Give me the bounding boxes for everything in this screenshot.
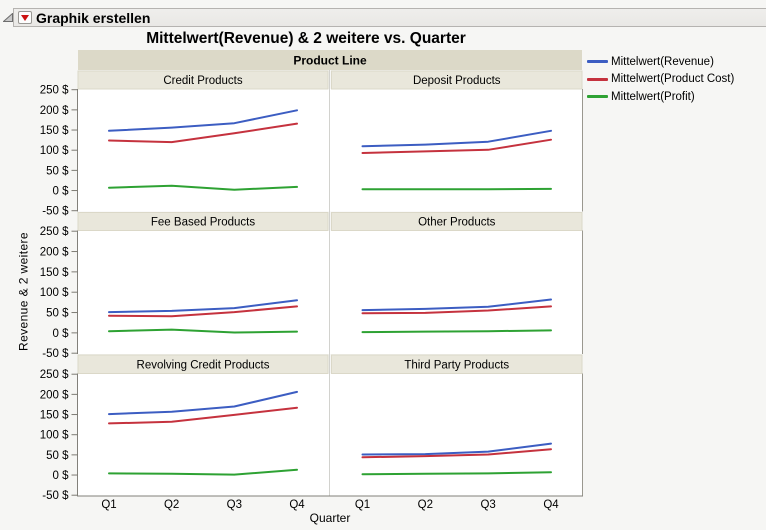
y-tick-label: 250 $ [40,85,69,97]
x-tick-label: Q3 [480,499,495,511]
y-tick-label: 0 $ [53,186,70,198]
y-tick-label: 250 $ [40,226,69,238]
series-line-profit [361,471,552,476]
y-tick-label: 50 $ [46,450,69,462]
series-line-product-cost [108,406,298,425]
panel-header-label: Deposit Products [413,75,501,87]
series-line-profit [361,329,552,334]
y-tick-label: -50 $ [42,490,69,502]
legend-item: Mittelwert(Revenue) [587,53,734,71]
x-tick-label: Q1 [355,499,370,511]
y-tick-label: 250 $ [40,369,69,381]
series-line-product-cost [108,305,298,318]
y-tick-label: -50 $ [42,348,69,360]
series-line-revenue [108,390,298,416]
panel-header-label: Fee Based Products [151,217,255,229]
series-line-profit [108,184,298,191]
panel-header-label: Revolving Credit Products [137,359,270,371]
x-tick-label: Q4 [289,499,305,511]
series-line-profit [108,468,298,476]
x-tick-label: Q2 [164,499,179,511]
panel-strip [77,70,329,90]
group-strip [78,50,582,70]
series-line-product-cost [361,138,552,154]
series-line-product-cost [361,448,552,459]
legend-swatch-revenue [587,60,608,64]
legend-item: Mittelwert(Profit) [587,88,734,106]
series-line-revenue [361,442,552,456]
outline-disclosure-icon[interactable] [3,13,13,22]
panel-strip [77,212,329,231]
panel-header-label: Third Party Products [404,359,509,371]
legend-swatch-profit [587,95,608,99]
legend-swatch-product-cost [587,77,608,81]
y-tick-label: 50 $ [46,308,69,320]
y-tick-label: 0 $ [53,328,70,340]
x-tick-label: Q1 [101,499,116,511]
y-tick-label: 200 $ [40,247,69,259]
series-line-profit [108,328,298,334]
series-line-revenue [361,298,552,312]
panel-header-label: Credit Products [163,75,243,87]
series-line-revenue [361,129,552,148]
outline-title-bar[interactable]: Graphik erstellen [13,8,766,27]
chart-title: Mittelwert(Revenue) & 2 weitere vs. Quar… [146,29,466,47]
y-tick-label: 100 $ [40,145,69,157]
series-line-product-cost [361,305,552,315]
x-axis-title: Quarter [309,511,351,525]
legend: Mittelwert(Revenue) Mittelwert(Product C… [587,53,734,106]
legend-label: Mittelwert(Revenue) [611,55,714,68]
outline-title: Graphik erstellen [36,9,151,26]
y-tick-label: 0 $ [53,470,70,482]
red-triangle-menu-button[interactable] [18,11,32,24]
panel-strip [77,354,329,374]
panel-header-label: Other Products [418,217,496,229]
panel-strip [331,354,583,374]
y-tick-label: 200 $ [40,389,69,401]
panel-strip [331,212,583,231]
y-tick-label: 150 $ [40,267,69,279]
y-tick-label: -50 $ [42,206,69,218]
x-tick-label: Q3 [227,499,242,511]
series-line-revenue [108,109,298,132]
x-tick-label: Q4 [543,499,559,511]
red-triangle-icon [21,14,29,21]
y-tick-label: 150 $ [40,125,69,137]
y-tick-label: 50 $ [46,165,69,177]
legend-item: Mittelwert(Product Cost) [587,71,734,89]
y-tick-label: 150 $ [40,410,69,422]
group-strip-label: Product Line [293,54,367,68]
series-line-product-cost [108,122,298,144]
legend-label: Mittelwert(Product Cost) [611,73,735,86]
series-line-revenue [108,299,298,314]
panel-strip [331,70,583,90]
legend-label: Mittelwert(Profit) [611,90,695,103]
y-tick-label: 200 $ [40,105,69,117]
y-tick-label: 100 $ [40,430,69,442]
y-tick-label: 100 $ [40,287,69,299]
x-tick-label: Q2 [418,499,433,511]
